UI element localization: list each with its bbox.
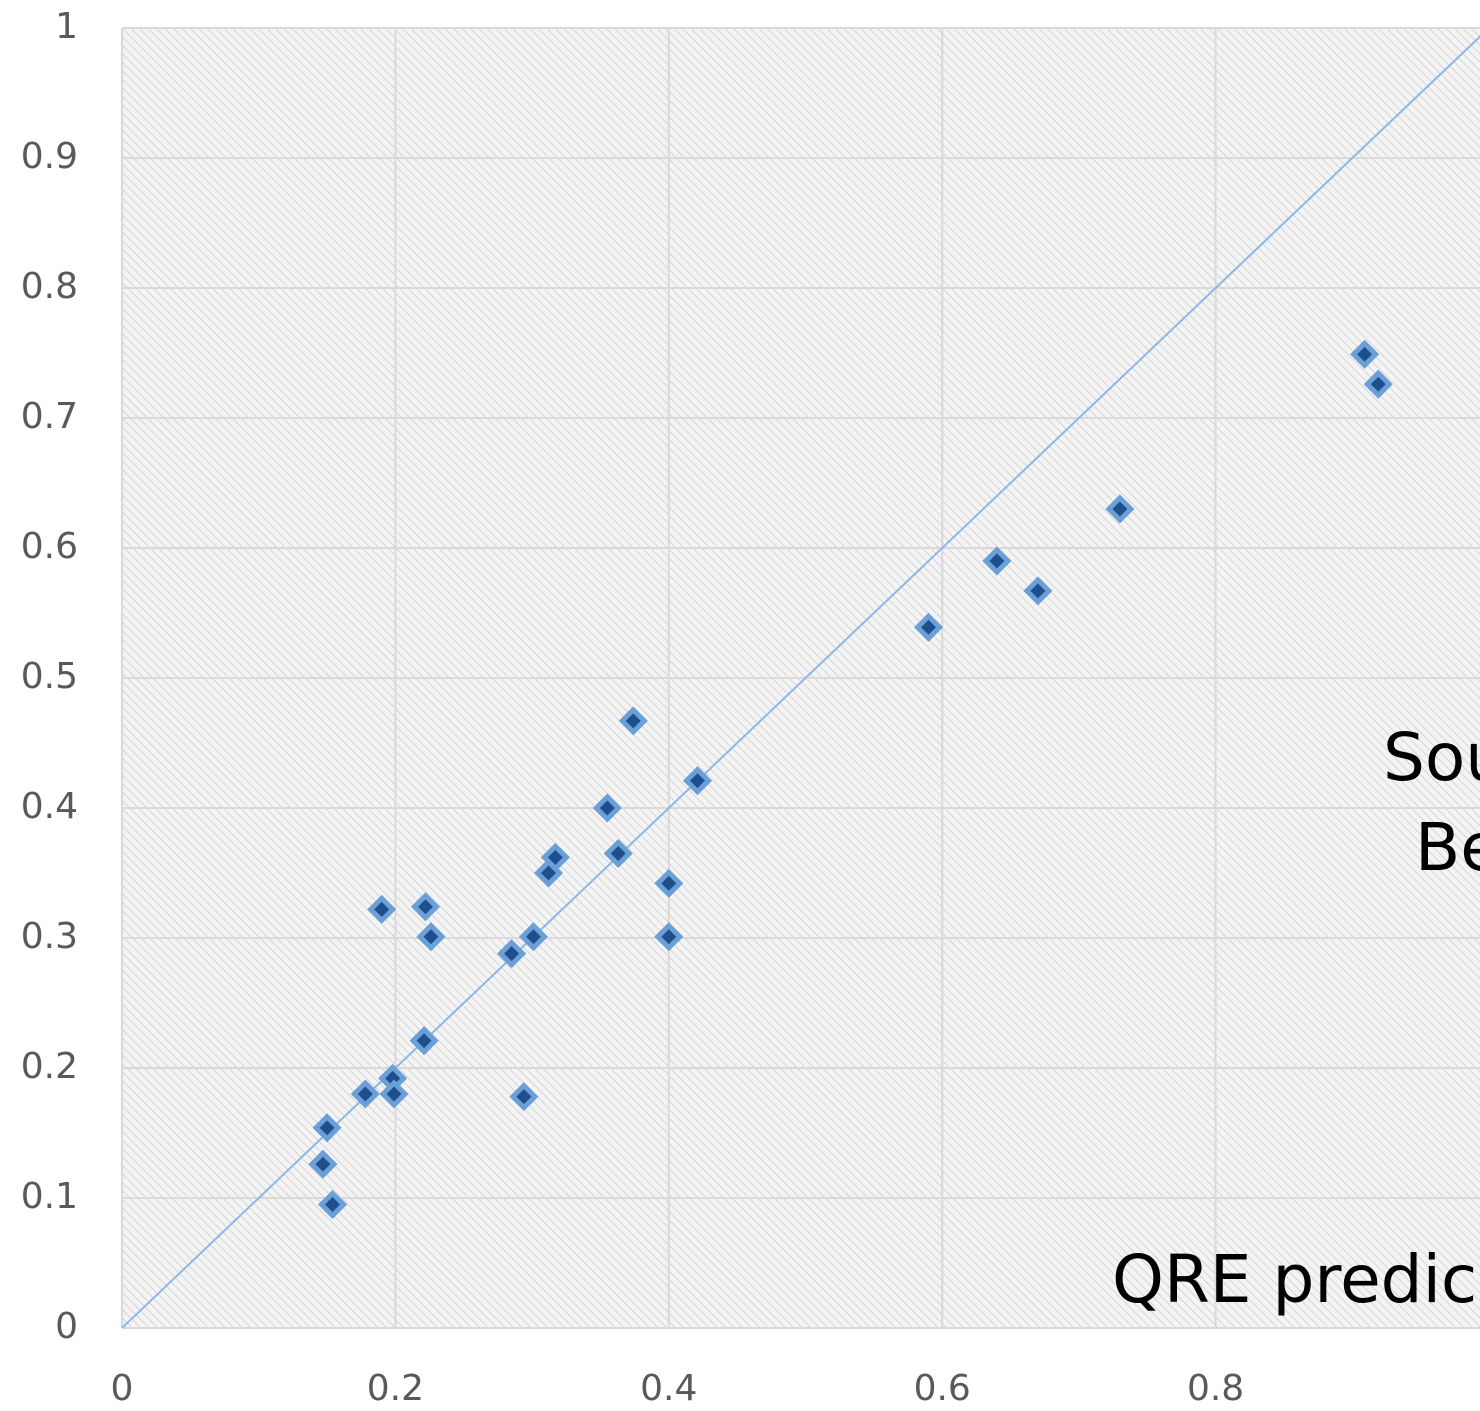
y-tick-label: 0.5 bbox=[21, 656, 78, 697]
point bbox=[1023, 576, 1053, 606]
point bbox=[379, 1079, 409, 1109]
point bbox=[1350, 339, 1380, 369]
point bbox=[410, 892, 441, 922]
point bbox=[654, 868, 684, 898]
point bbox=[497, 939, 527, 969]
y-tick-label: 0.8 bbox=[21, 266, 78, 307]
y-tick-label: 0.1 bbox=[21, 1176, 78, 1217]
point bbox=[1363, 369, 1393, 399]
y-tick-label: 1 bbox=[55, 6, 78, 47]
point bbox=[982, 546, 1012, 576]
x-tick-label: 0.6 bbox=[914, 1368, 971, 1409]
y-tick-label: 0 bbox=[55, 1306, 78, 1347]
point bbox=[603, 838, 633, 869]
point bbox=[1105, 494, 1135, 524]
annotation: QRE predic bbox=[1112, 1241, 1477, 1318]
x-tick-label: 0.2 bbox=[367, 1368, 424, 1409]
point bbox=[409, 1026, 439, 1056]
point bbox=[682, 766, 713, 796]
y-tick-label: 0.4 bbox=[21, 786, 78, 827]
point bbox=[308, 1149, 338, 1179]
x-tick-label: 0.8 bbox=[1187, 1368, 1244, 1409]
annotation: Sou bbox=[1383, 719, 1480, 796]
point bbox=[654, 922, 684, 952]
reference-line bbox=[121, 35, 1480, 1329]
y-tick-label: 0.7 bbox=[21, 396, 78, 437]
point bbox=[367, 894, 397, 924]
y-tick-label: 0.2 bbox=[21, 1046, 78, 1087]
point bbox=[518, 922, 549, 952]
y-tick-label: 0.9 bbox=[21, 136, 78, 177]
point bbox=[913, 612, 944, 642]
x-tick-label: 0.4 bbox=[640, 1368, 697, 1409]
point bbox=[618, 706, 648, 736]
point bbox=[317, 1189, 348, 1220]
point bbox=[592, 793, 622, 823]
y-tick-label: 0.6 bbox=[21, 526, 78, 567]
point bbox=[509, 1082, 539, 1112]
point bbox=[416, 922, 446, 952]
point bbox=[350, 1079, 380, 1109]
annotation: Be bbox=[1415, 809, 1480, 886]
x-tick-label: 0 bbox=[111, 1368, 134, 1409]
point bbox=[312, 1113, 342, 1143]
y-tick-label: 0.3 bbox=[21, 916, 78, 957]
point bbox=[533, 858, 564, 888]
